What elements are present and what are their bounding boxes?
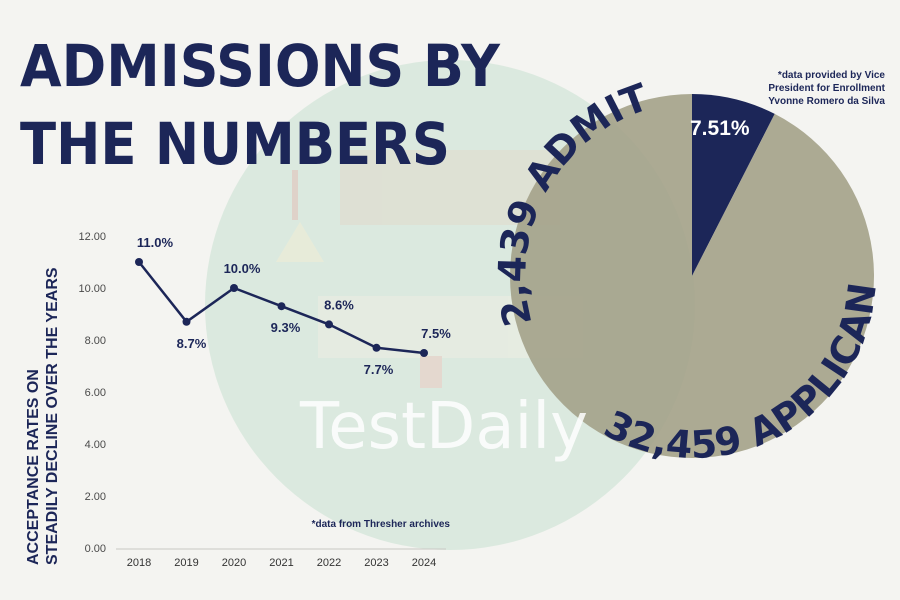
y-tick-label: 0.00 [85, 543, 106, 555]
watermark-text: TestDaily [299, 390, 588, 464]
data-point [420, 349, 428, 357]
data-label: 11.0% [137, 235, 174, 250]
data-point [182, 317, 191, 326]
y-tick-label: 4.00 [85, 439, 106, 451]
x-tick-label: 2018 [127, 557, 151, 569]
data-label: 7.7% [364, 362, 394, 377]
y-tick-label: 10.00 [78, 283, 106, 295]
pie-slice-label-admits: 7.51% [690, 117, 750, 140]
x-tick-label: 2023 [364, 557, 388, 569]
svg-text:STEADILY DECLINE OVER THE YEAR: STEADILY DECLINE OVER THE YEARS [44, 267, 61, 565]
data-label: 9.3% [271, 320, 301, 335]
data-point [135, 258, 143, 266]
data-label: 8.6% [324, 297, 354, 312]
data-label: 10.0% [224, 261, 261, 276]
x-tick-label: 2024 [412, 557, 436, 569]
line-chart-data-note: *data from Thresher archives [312, 519, 451, 530]
svg-text:*data provided by Vice: *data provided by Vice [778, 70, 886, 81]
data-label: 7.5% [421, 326, 451, 341]
pie-slice-admits [692, 94, 775, 276]
svg-text:Yvonne Romero da Silva: Yvonne Romero da Silva [768, 96, 885, 107]
data-point [230, 284, 238, 292]
data-point [325, 320, 333, 329]
y-axis-label: ACCEPTANCE RATES ON STEADILY DECLINE OVE… [25, 267, 61, 565]
data-point [277, 302, 286, 311]
y-tick-label: 8.00 [85, 335, 106, 347]
pie-slice-applicants [510, 94, 875, 459]
x-tick-label: 2021 [269, 557, 293, 569]
data-label: 8.7% [177, 336, 207, 351]
page-title-line-2: THE NUMBERS [20, 110, 450, 178]
svg-text:ACCEPTANCE RATES ON: ACCEPTANCE RATES ON [25, 369, 42, 565]
y-tick-label: 12.00 [78, 231, 106, 243]
line-chart: 12.00 10.00 8.00 6.00 4.00 2.00 0.00 2018 2019 20… [78, 231, 451, 569]
x-tick-label: 2019 [174, 557, 198, 569]
svg-text:President for Enrollment: President for Enrollment [768, 83, 885, 94]
x-tick-label: 2020 [222, 557, 246, 569]
data-point [372, 343, 381, 352]
pie-data-note: *data provided by Vice President for Enr… [768, 70, 885, 107]
y-tick-label: 6.00 [85, 387, 106, 399]
x-tick-label: 2022 [317, 557, 341, 569]
y-tick-label: 2.00 [85, 491, 106, 503]
page-title-line-1: ADMISSIONS BY [20, 32, 501, 100]
pie-chart [510, 94, 875, 459]
